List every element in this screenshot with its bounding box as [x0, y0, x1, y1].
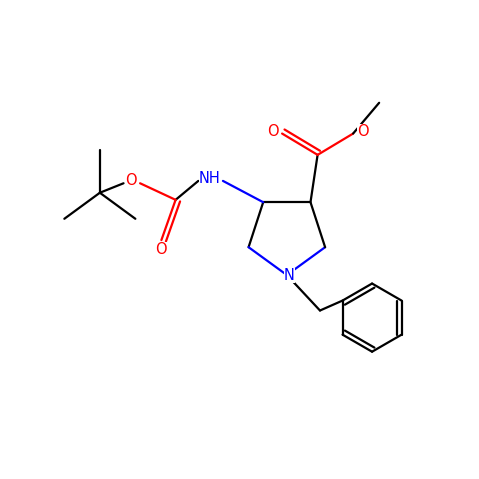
Text: N: N [284, 267, 295, 283]
Text: O: O [156, 242, 167, 257]
Text: O: O [125, 173, 137, 188]
Text: O: O [357, 124, 368, 139]
Text: NH: NH [199, 171, 220, 186]
Text: O: O [267, 124, 278, 139]
